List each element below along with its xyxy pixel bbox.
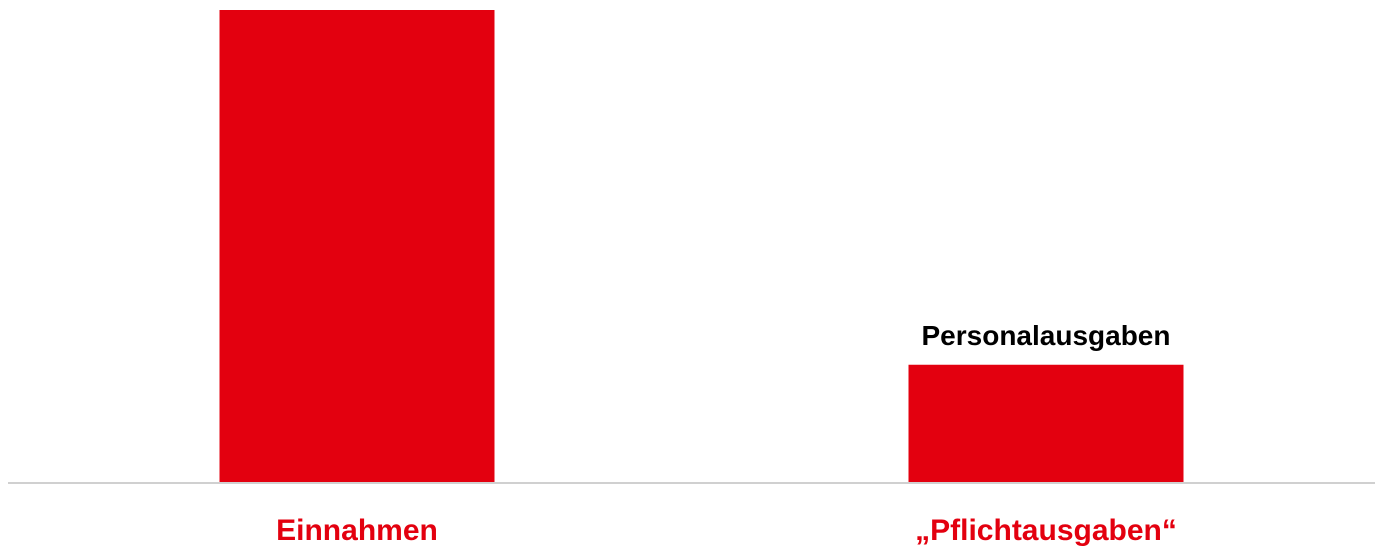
bars-group [219, 10, 1184, 483]
data-label: Personalausgaben [922, 320, 1171, 351]
bar-einnahmen [219, 10, 495, 483]
labels-group: Einnahmen „Pflichtausgaben“ Personalausgab… [276, 320, 1177, 547]
category-label: „Pflichtausgaben“ [915, 514, 1177, 547]
bar-pflichtausgaben [908, 364, 1184, 483]
category-label: Einnahmen [276, 514, 438, 547]
